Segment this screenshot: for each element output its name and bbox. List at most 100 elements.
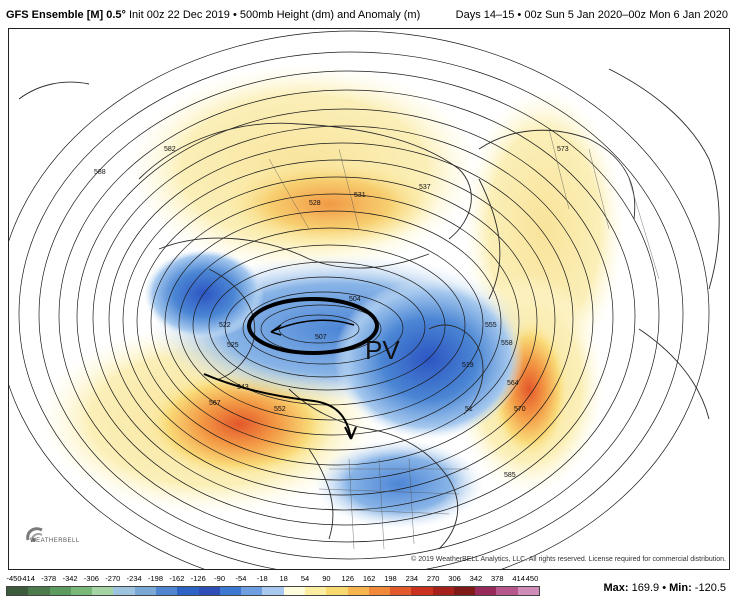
colorbar-tick-label: -270 xyxy=(105,574,121,583)
colorbar-swatch xyxy=(453,587,476,595)
contour-label: 504 xyxy=(349,296,361,303)
colorbar-bar xyxy=(6,586,540,596)
colorbar-swatch xyxy=(155,587,178,595)
model-name: GFS Ensemble [M] 0.5° xyxy=(6,9,126,21)
contour-label: 582 xyxy=(164,146,176,153)
colorbar-tick-label: -18 xyxy=(256,574,268,583)
colorbar-swatch xyxy=(70,587,93,595)
init-time: Init 00z 22 Dec 2019 xyxy=(129,9,230,21)
colorbar-swatch xyxy=(134,587,156,595)
contour-label: 525 xyxy=(227,342,239,349)
copyright-notice: © 2019 WeatherBELL Analytics, LLC. All r… xyxy=(411,556,726,563)
coastlines xyxy=(18,68,720,550)
contour-label: 522 xyxy=(219,322,231,329)
colorbar-tick-label: 162 xyxy=(362,574,376,583)
vortex-arrow-head xyxy=(270,324,282,336)
colorbar-tick-label: -126 xyxy=(190,574,206,583)
political-borders xyxy=(268,128,660,550)
contour-label: 531 xyxy=(354,192,366,199)
anomaly-positive-siberia-core xyxy=(219,159,439,249)
jet-arrow xyxy=(203,373,352,440)
min-label: Min: xyxy=(669,582,692,594)
valid-period: Days 14–15 • 00z Sun 5 Jan 2020–00z Mon … xyxy=(455,9,728,21)
colorbar-swatch xyxy=(198,587,220,595)
colorbar-swatch xyxy=(241,587,263,595)
colorbar-swatch xyxy=(496,587,518,595)
map-panel: 582 588 528 531 537 573 522 525 504 507 … xyxy=(8,28,730,570)
pv-label: PV xyxy=(365,335,400,365)
contour-label: 567 xyxy=(209,400,221,407)
colorbar-swatch xyxy=(411,587,433,595)
polar-map: 582 588 528 531 537 573 522 525 504 507 … xyxy=(9,30,720,569)
colorbar-swatch xyxy=(368,587,391,595)
colorbar-swatch xyxy=(49,587,71,595)
contour-label: 558 xyxy=(501,340,513,347)
colorbar-swatch xyxy=(347,587,369,595)
map-title: GFS Ensemble [M] 0.5° Init 00z 22 Dec 20… xyxy=(6,9,420,21)
colorbar-swatch xyxy=(432,587,454,595)
map-header: GFS Ensemble [M] 0.5° Init 00z 22 Dec 20… xyxy=(0,0,738,28)
max-value: 169.9 xyxy=(631,582,660,594)
colorbar-tick-label: -162 xyxy=(169,574,185,583)
contour-label: 507 xyxy=(315,334,327,341)
anomaly-negative-us xyxy=(314,439,484,529)
colorbar-tick-label: -450 xyxy=(6,574,22,583)
contour-label: 588 xyxy=(94,169,106,176)
contour-label: 552 xyxy=(274,406,286,413)
anomaly-shading xyxy=(39,64,624,529)
annotations: PV xyxy=(203,297,400,440)
min-value: -120.5 xyxy=(694,582,726,594)
colorbar-tick-label: 450 xyxy=(525,574,539,583)
colorbar-swatch xyxy=(390,587,412,595)
colorbar-tick-label: -414 xyxy=(19,574,35,583)
max-label: Max: xyxy=(603,582,629,594)
product-name: 500mb Height (dm) and Anomaly (m) xyxy=(239,9,421,21)
colorbar-tick-label: -198 xyxy=(148,574,164,583)
maxmin-separator: • xyxy=(662,582,667,594)
contour-label: 537 xyxy=(419,184,431,191)
contour-label: 573 xyxy=(557,146,569,153)
colorbar-tick-label: -234 xyxy=(126,574,142,583)
colorbar-tick-label: -90 xyxy=(214,574,226,583)
colorbar-tick-label: 198 xyxy=(384,574,397,583)
contour-label: 51 xyxy=(465,406,473,413)
colorbar-swatch xyxy=(92,587,114,595)
colorbar-swatch xyxy=(28,587,50,595)
colorbar-tick-label: 378 xyxy=(491,574,504,583)
title-separator: • xyxy=(232,9,237,21)
jet-arrow-head xyxy=(344,426,357,440)
colorbar-swatch xyxy=(517,587,540,595)
contour-labels: 582 588 528 531 537 573 522 525 504 507 … xyxy=(94,146,569,479)
colorbar-swatch xyxy=(262,587,284,595)
vortex-arrow xyxy=(270,319,355,333)
colorbar-tick-label: -306 xyxy=(83,574,99,583)
colorbar-swatch xyxy=(219,587,242,595)
contour-label: 519 xyxy=(462,362,474,369)
colorbar-tick-label: 414 xyxy=(512,574,525,583)
colorbar-swatch xyxy=(113,587,135,595)
colorbar-tick-label: 306 xyxy=(448,574,461,583)
colorbar-tick-label: -342 xyxy=(62,574,78,583)
colorbar-tick-label: 18 xyxy=(279,574,288,583)
colorbar-tick-label: 126 xyxy=(341,574,355,583)
weatherbell-logo xyxy=(26,527,43,543)
logo-text: WEATHERBELL xyxy=(30,538,80,544)
contour-label: 564 xyxy=(507,380,519,387)
colorbar-swatch xyxy=(326,587,348,595)
colorbar-swatch xyxy=(304,587,327,595)
contour-label: 555 xyxy=(485,322,497,329)
colorbar-tick-label: -378 xyxy=(41,574,57,583)
anomaly-colorbar: -450 -414 -378 -342 -306 -270 -234 -198 -162 -126… xyxy=(0,572,738,606)
contour-label: 528 xyxy=(309,200,321,207)
colorbar-swatch xyxy=(475,587,497,595)
colorbar-tick-label: 90 xyxy=(322,574,331,583)
contour-label: 570 xyxy=(514,406,526,413)
colorbar-swatch xyxy=(283,587,305,595)
polar-vortex-oval xyxy=(247,297,379,355)
colorbar-tick-label: 270 xyxy=(426,574,440,583)
max-min-readout: Max: 169.9 • Min: -120.5 xyxy=(603,582,726,594)
colorbar-tick-label: -54 xyxy=(235,574,247,583)
colorbar-tick-labels: -450 -414 -378 -342 -306 -270 -234 -198 -162 -126… xyxy=(6,574,540,584)
colorbar-tick-label: 54 xyxy=(300,574,310,583)
colorbar-tick-label: 342 xyxy=(469,574,483,583)
